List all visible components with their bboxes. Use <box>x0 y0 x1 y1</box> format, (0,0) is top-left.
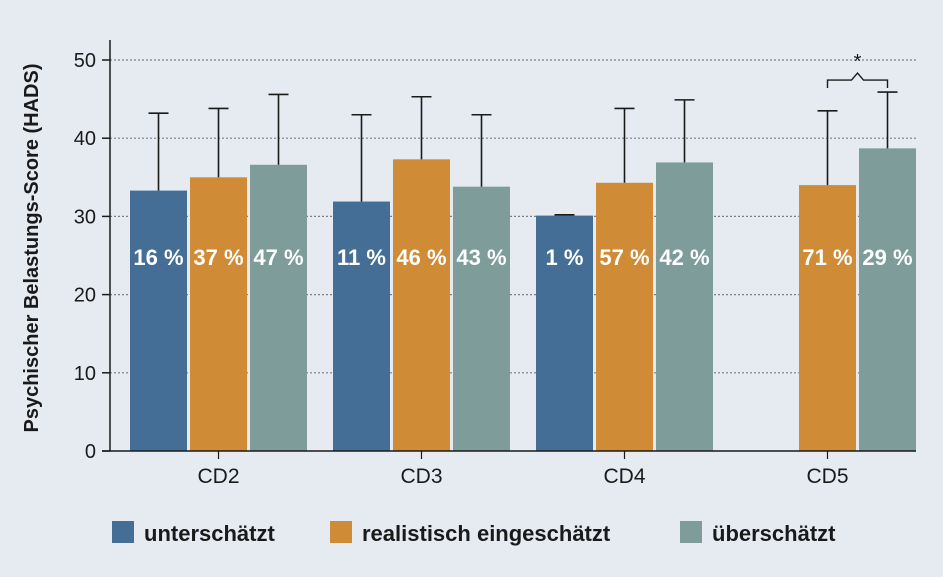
bar-percentage-label: 42 % <box>659 245 709 270</box>
bar-percentage-label: 37 % <box>193 245 243 270</box>
error-bars <box>148 91 898 216</box>
significance-annotation: * <box>826 51 889 89</box>
bar-percentage-label: 46 % <box>396 245 446 270</box>
bar-percentage-label: 43 % <box>456 245 506 270</box>
bar-cd4-1 <box>596 182 653 452</box>
category-label: CD3 <box>400 465 442 488</box>
bar-cd4-0 <box>536 215 593 451</box>
bar-cd3-2 <box>453 186 510 451</box>
legend: unterschätzt realistisch eingeschätzt über… <box>112 521 836 546</box>
legend-swatch <box>680 521 702 543</box>
category-label: CD5 <box>806 465 848 488</box>
legend-swatch <box>112 521 134 543</box>
category-labels: CD2 CD3 CD4 CD5 <box>197 465 848 488</box>
y-tick-label: 40 <box>74 128 96 150</box>
y-tick-label: 20 <box>74 285 96 307</box>
bar-percentage-label: 29 % <box>862 245 912 270</box>
category-label: CD2 <box>197 465 239 488</box>
bar-cd5-1 <box>799 185 856 451</box>
y-axis-label: Psychischer Belastungs-Score (HADS) <box>21 63 43 432</box>
bar-percentage-label: 1 % <box>546 245 584 270</box>
y-tick-label: 10 <box>74 363 96 385</box>
y-tick-label: 0 <box>85 441 96 463</box>
bar-cd4-2 <box>656 162 713 451</box>
legend-label: unterschätzt <box>144 521 275 546</box>
y-tick-label: 50 <box>74 50 96 72</box>
significance-star: * <box>854 51 862 73</box>
bar-cd2-2 <box>250 164 307 451</box>
legend-label: überschätzt <box>712 521 836 546</box>
bar-percentage-label: 71 % <box>802 245 852 270</box>
bar-cd3-1 <box>393 159 450 451</box>
y-tick-labels: 0 10 20 30 40 50 <box>74 50 110 463</box>
axes <box>102 40 916 459</box>
bar-cd3-0 <box>333 201 390 451</box>
category-label: CD4 <box>603 465 645 488</box>
bar-percentage-label: 11 % <box>337 245 386 270</box>
significance-bracket <box>826 71 889 89</box>
bar-cd5-2 <box>859 148 916 451</box>
bar-percentage-label: 47 % <box>253 245 303 270</box>
bar-cd2-0 <box>130 190 187 451</box>
bar-percentage-label: 57 % <box>599 245 649 270</box>
legend-swatch <box>330 521 352 543</box>
bars <box>130 148 916 452</box>
percentage-labels: 16 % 37 % 47 % 11 % 46 % 43 % 1 % 57 % 42 % 71 % 2… <box>133 245 912 270</box>
bar-cd2-1 <box>190 177 247 452</box>
bar-percentage-label: 16 % <box>133 245 183 270</box>
legend-label: realistisch eingeschätzt <box>362 521 611 546</box>
y-tick-label: 30 <box>74 206 96 228</box>
